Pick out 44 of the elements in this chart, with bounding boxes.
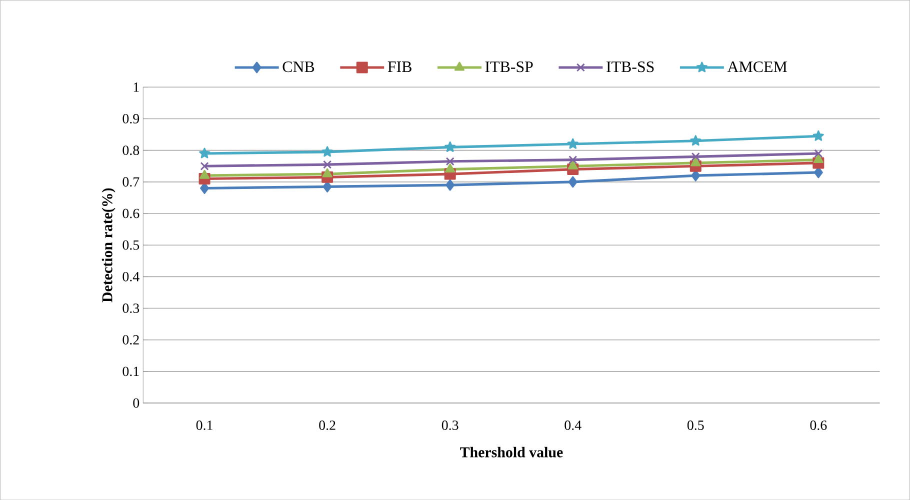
point — [445, 163, 456, 172]
y-axis-title: Detection rate(%) — [102, 188, 116, 302]
legend-label: CNB — [282, 61, 314, 72]
point — [446, 179, 455, 191]
point — [813, 154, 824, 163]
legend-label: ITB-SP — [485, 61, 533, 72]
point — [446, 157, 454, 166]
x-tick-label: 0.1 — [196, 420, 212, 430]
x-tick-label: 0.4 — [564, 420, 582, 430]
y-tick-label: 0.9 — [122, 114, 140, 124]
point — [323, 160, 332, 169]
point — [322, 146, 333, 157]
y-tick-label: 0.6 — [122, 208, 140, 218]
point — [690, 157, 701, 166]
y-tick-label: 0.4 — [122, 272, 140, 282]
y-tick-label: 0.7 — [122, 177, 140, 187]
x-tick-label: 0.6 — [810, 420, 827, 430]
legend-label: FIB — [388, 61, 412, 72]
y-tick-label: 0.8 — [122, 146, 140, 155]
y-tick-label: 0.2 — [122, 335, 139, 345]
point — [568, 176, 578, 188]
point — [568, 155, 578, 164]
point — [199, 170, 210, 179]
point — [444, 141, 456, 152]
point — [812, 130, 824, 141]
point — [199, 148, 210, 158]
y-tick-label: 0 — [133, 398, 140, 408]
y-tick-label: 0.3 — [122, 303, 140, 313]
point — [322, 168, 332, 178]
y-tick-label: 1 — [134, 82, 139, 92]
legend-label: AMCEM — [727, 61, 787, 72]
x-tick-label: 0.2 — [319, 420, 336, 430]
point — [691, 152, 700, 161]
x-axis-title: Thershold value — [460, 446, 563, 458]
point — [690, 135, 702, 146]
point — [568, 160, 578, 170]
x-tick-label: 0.3 — [442, 420, 458, 430]
point — [200, 162, 209, 170]
point — [814, 149, 823, 158]
y-tick-label: 0.1 — [122, 366, 139, 376]
y-tick-label: 0.5 — [122, 240, 140, 250]
x-tick-label: 0.5 — [687, 420, 704, 430]
legend-label: ITB-SS — [606, 61, 654, 72]
point — [567, 138, 578, 149]
